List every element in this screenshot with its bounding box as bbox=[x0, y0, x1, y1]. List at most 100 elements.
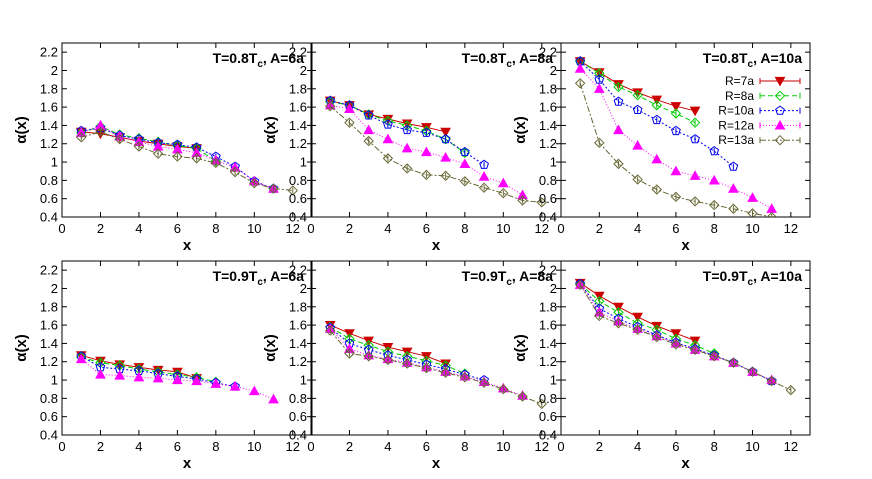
data-point bbox=[248, 385, 260, 396]
data-point bbox=[460, 146, 470, 157]
data-point bbox=[689, 196, 701, 207]
y-tick-label: 0.6 bbox=[289, 191, 307, 206]
panel-1: 0 2 4 6 8 10 120.40.60.811.21.41.61.822.2xα(x)… bbox=[13, 42, 313, 254]
data-point bbox=[651, 114, 662, 125]
x-tick-label: 2 bbox=[97, 221, 104, 236]
data-point bbox=[191, 153, 202, 164]
y-axis-label: α(x) bbox=[262, 116, 279, 144]
data-point bbox=[133, 141, 145, 152]
data-point bbox=[747, 366, 758, 378]
y-axis-label: α(x) bbox=[13, 116, 30, 144]
x-tick-label: 2 bbox=[596, 439, 603, 454]
x-axis-label: x bbox=[183, 455, 192, 472]
data-point bbox=[709, 351, 720, 362]
data-point bbox=[95, 126, 106, 138]
series-line-R=12a bbox=[330, 104, 523, 196]
data-point bbox=[440, 127, 451, 138]
y-tick-label: 0.4 bbox=[289, 428, 307, 443]
y-tick-label: 1 bbox=[550, 155, 557, 170]
y-tick-label: 1.2 bbox=[40, 136, 58, 151]
series-group bbox=[574, 56, 778, 217]
data-point bbox=[613, 96, 624, 106]
y-tick-label: 0.8 bbox=[289, 173, 307, 188]
data-point bbox=[440, 134, 451, 144]
y-axis-label: α(x) bbox=[13, 334, 30, 362]
y-tick-label: 0.8 bbox=[40, 391, 58, 406]
y-tick-label: 2.2 bbox=[289, 263, 307, 278]
data-point bbox=[382, 133, 394, 144]
data-point bbox=[440, 151, 451, 162]
panel-2: 0 2 4 6 8 10 120.40.60.811.21.41.61.822.2xα(x)… bbox=[262, 42, 562, 254]
data-point bbox=[249, 177, 260, 189]
data-point bbox=[517, 391, 528, 402]
x-axis-label: x bbox=[681, 455, 690, 472]
data-point bbox=[421, 362, 432, 374]
data-point bbox=[689, 170, 701, 180]
data-point bbox=[344, 117, 355, 128]
data-point bbox=[613, 81, 624, 93]
legend-label: R=12a bbox=[718, 118, 754, 132]
panel-3: 0 2 4 6 8 10 120.40.60.811.21.41.61.822.2xα(x)… bbox=[512, 42, 811, 254]
data-point bbox=[632, 104, 643, 114]
panel-6: 0 2 4 6 8 10 120.40.60.811.21.41.61.822.2xα(x)… bbox=[512, 260, 811, 472]
panel-4: 0 2 4 6 8 10 120.40.60.811.21.41.61.822.2xα(x)… bbox=[13, 260, 313, 472]
y-tick-label: 2 bbox=[300, 63, 307, 78]
x-tick-label: 8 bbox=[711, 221, 718, 236]
x-tick-label: 2 bbox=[97, 439, 104, 454]
panel-title: T=0.9Tc, A=10a bbox=[703, 268, 802, 288]
legend-label: R=8a bbox=[725, 89, 754, 103]
data-point bbox=[651, 331, 662, 343]
x-tick-label: 0 bbox=[557, 439, 564, 454]
data-point bbox=[728, 161, 739, 171]
panel-title: T=0.9Tc, A=6a bbox=[213, 268, 305, 288]
data-point bbox=[632, 89, 643, 101]
x-tick-label: 2 bbox=[346, 439, 353, 454]
x-tick-label: 0 bbox=[307, 439, 314, 454]
y-tick-label: 1.6 bbox=[40, 318, 58, 333]
data-point bbox=[344, 348, 355, 359]
data-point bbox=[75, 353, 87, 364]
y-tick-label: 1 bbox=[550, 373, 557, 388]
y-tick-label: 0.6 bbox=[40, 409, 58, 424]
legend-label: R=7a bbox=[725, 74, 754, 88]
x-tick-label: 12 bbox=[286, 439, 300, 454]
data-point bbox=[268, 183, 279, 194]
y-tick-label: 1 bbox=[51, 373, 58, 388]
x-tick-label: 8 bbox=[212, 439, 219, 454]
series-line-R=10a bbox=[579, 283, 772, 382]
y-axis-label: α(x) bbox=[512, 334, 529, 362]
data-point bbox=[95, 369, 106, 379]
data-point bbox=[383, 119, 393, 129]
y-tick-label: 2.2 bbox=[40, 263, 58, 278]
data-point bbox=[498, 384, 509, 395]
y-tick-label: 2.2 bbox=[539, 45, 557, 60]
legend-marker bbox=[774, 90, 786, 102]
data-point bbox=[440, 367, 451, 378]
y-axis-label: α(x) bbox=[262, 334, 279, 362]
data-point bbox=[517, 195, 528, 206]
data-point bbox=[172, 151, 183, 162]
legend-marker bbox=[774, 134, 786, 146]
series-group bbox=[574, 278, 797, 396]
x-tick-label: 6 bbox=[423, 439, 430, 454]
data-point bbox=[785, 384, 797, 396]
x-tick-label: 10 bbox=[745, 439, 759, 454]
data-point bbox=[670, 339, 682, 350]
series-line-R=10a bbox=[81, 127, 274, 190]
x-tick-label: 12 bbox=[784, 439, 798, 454]
data-point bbox=[152, 148, 164, 160]
data-point bbox=[671, 125, 681, 136]
legend-label: R=13a bbox=[718, 133, 754, 147]
data-point bbox=[497, 177, 509, 188]
data-point bbox=[459, 176, 471, 187]
x-tick-label: 12 bbox=[286, 221, 300, 236]
legend-marker bbox=[775, 105, 785, 115]
y-tick-label: 1.6 bbox=[40, 100, 58, 115]
data-point bbox=[229, 166, 241, 178]
y-axis-label: α(x) bbox=[512, 116, 529, 144]
y-tick-label: 1.2 bbox=[289, 136, 307, 151]
series-line-R=10a bbox=[330, 100, 485, 166]
data-point bbox=[574, 78, 586, 89]
data-point bbox=[421, 169, 432, 181]
